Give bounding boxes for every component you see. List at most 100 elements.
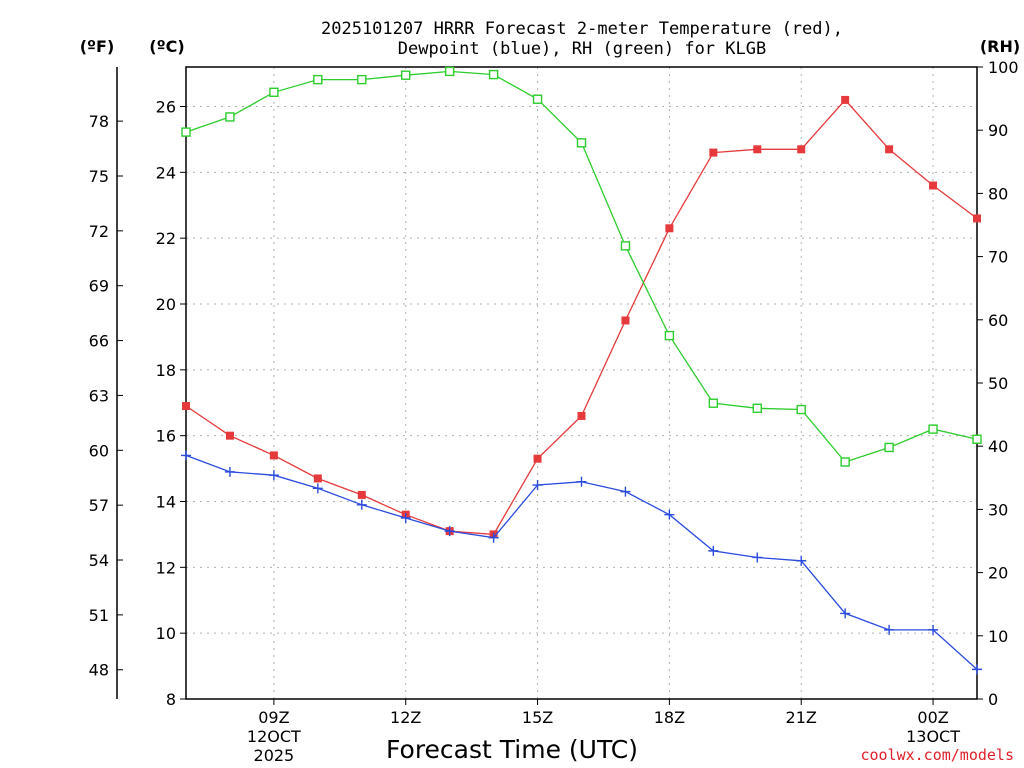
dewpoint-point [444, 526, 455, 537]
rh-tick-label: 80 [988, 184, 1008, 203]
rh-point [972, 434, 982, 444]
rh-tick-label: 40 [988, 437, 1008, 456]
celsius-tick-label: 24 [156, 163, 176, 182]
fahrenheit-tick-label: 57 [89, 496, 109, 515]
fahrenheit-tick-label: 69 [89, 277, 109, 296]
rh-tick-label: 70 [988, 248, 1008, 267]
x-tick-label: 09Z [258, 708, 289, 727]
x-tick-label: 18Z [654, 708, 685, 727]
celsius-tick-label: 26 [156, 98, 176, 117]
celsius-tick-label: 10 [156, 624, 176, 643]
dewpoint-point [752, 552, 763, 563]
rh-point [840, 457, 850, 467]
x-tick-label: 21Z [786, 708, 817, 727]
x-axis-title: Forecast Time (UTC) [386, 735, 638, 764]
temperature-line [185, 98, 978, 536]
grid-layer [186, 67, 977, 699]
celsius-tick-label: 18 [156, 361, 176, 380]
dewpoint-point [400, 512, 411, 523]
temperature-point [797, 145, 806, 154]
fahrenheit-tick-label: 54 [89, 551, 109, 570]
fahrenheit-tick-label: 51 [89, 606, 109, 625]
rh-point [752, 403, 762, 413]
dewpoint-point [972, 664, 982, 675]
celsius-tick-label: 14 [156, 493, 176, 512]
fahrenheit-axis-label: (ºF) [80, 37, 115, 56]
fahrenheit-tick-label: 48 [89, 661, 109, 680]
ticks-layer: 8 10 12 14 16 18 20 22 24 26 48 51 54 57 60 63 66 69 72 75 7… [89, 58, 1019, 765]
x-tick-label: 13OCT [906, 727, 960, 746]
rh-point [181, 127, 191, 137]
dewpoint-point [312, 483, 323, 494]
dewpoint-point [488, 532, 499, 543]
chart-title-line2: Dewpoint (blue), RH (green) for KLGB [398, 39, 766, 59]
rh-point [576, 138, 587, 148]
temperature-point [533, 454, 542, 463]
dewpoint-point [181, 450, 191, 461]
temperature-point [621, 316, 630, 325]
temperature-point [182, 402, 190, 411]
temperature-point [753, 145, 762, 154]
dewpoint-point [796, 555, 807, 566]
rh-tick-label: 10 [988, 627, 1008, 646]
rh-point [796, 404, 806, 415]
fahrenheit-tick-label: 78 [89, 112, 109, 131]
plot-frame [185, 66, 978, 700]
temperature-point [269, 451, 278, 460]
rh-tick-label: 30 [988, 500, 1008, 519]
temperature-point [577, 411, 586, 420]
dewpoint-point [708, 545, 719, 556]
rh-tick-label: 20 [988, 564, 1008, 583]
temperature-point [665, 224, 674, 233]
rh-point [488, 69, 499, 80]
temperature-point [709, 148, 718, 157]
x-tick-label: 12Z [390, 708, 421, 727]
rh-point [225, 112, 235, 122]
celsius-tick-label: 20 [156, 295, 176, 314]
fahrenheit-tick-label: 63 [89, 386, 109, 405]
temperature-point [841, 95, 850, 104]
fahrenheit-tick-label: 66 [89, 332, 109, 351]
axes-layer [116, 66, 978, 700]
celsius-tick-label: 8 [166, 690, 176, 709]
dewpoint-point [840, 608, 851, 619]
x-tick-label: 00Z [917, 708, 948, 727]
rh-point [313, 74, 323, 85]
credit-text: coolwx.com/models [860, 746, 1014, 764]
temperature-point [885, 145, 894, 154]
temperature-point [929, 181, 938, 190]
dewpoint-point [664, 509, 675, 520]
x-tick-label: 2025 [254, 746, 295, 765]
dewpoint-point [576, 476, 587, 487]
rh-point [401, 70, 411, 80]
rh-point [269, 87, 279, 97]
temperature-point [225, 431, 234, 440]
rh-tick-label: 50 [988, 374, 1008, 393]
rh-tick-label: 90 [988, 121, 1008, 140]
dewpoint-point [224, 466, 235, 477]
fahrenheit-tick-label: 75 [89, 167, 109, 186]
dewpoint-point [268, 470, 279, 481]
fahrenheit-tick-label: 72 [89, 222, 109, 241]
rh-tick-label: 0 [988, 690, 998, 709]
rh-axis-label: (RH) [980, 37, 1020, 56]
series-layer [181, 66, 982, 675]
rh-tick-label: 60 [988, 311, 1008, 330]
celsius-tick-label: 12 [156, 558, 176, 577]
celsius-tick-label: 22 [156, 229, 176, 248]
chart-title-line1: 2025101207 HRRR Forecast 2-meter Tempera… [321, 19, 843, 39]
rh-point [357, 74, 367, 85]
rh-point [928, 424, 938, 434]
rh-point [884, 442, 894, 453]
dewpoint-point [620, 486, 631, 497]
dewpoint-point [884, 624, 895, 635]
temperature-point [357, 490, 366, 499]
rh-point [620, 241, 631, 251]
dewpoint-point [356, 499, 367, 510]
temperature-point [973, 214, 981, 223]
celsius-tick-label: 16 [156, 427, 176, 446]
rh-point [444, 66, 455, 77]
x-tick-label: 12OCT [247, 727, 301, 746]
rh-line [185, 70, 978, 463]
